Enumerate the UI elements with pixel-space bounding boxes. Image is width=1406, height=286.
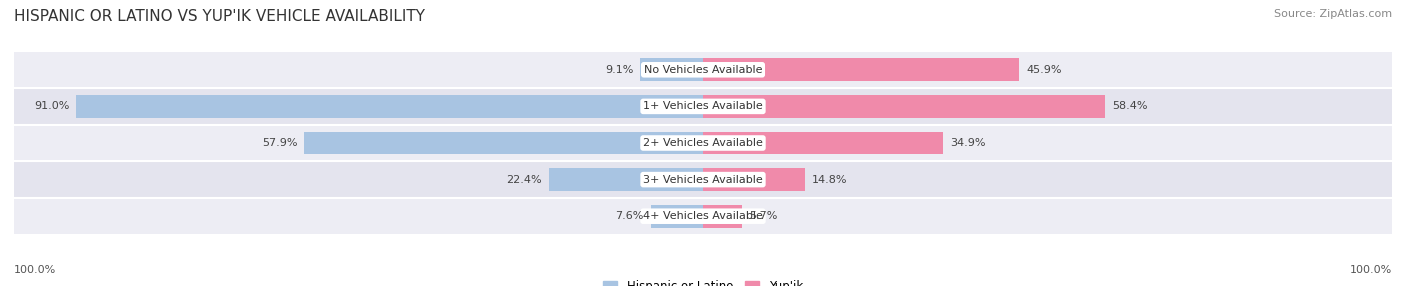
Text: 45.9%: 45.9%	[1026, 65, 1062, 75]
Bar	[14, 161, 1392, 198]
Text: 58.4%: 58.4%	[1112, 102, 1147, 111]
Bar	[703, 132, 943, 154]
Text: 3+ Vehicles Available: 3+ Vehicles Available	[643, 175, 763, 184]
Bar	[548, 168, 703, 191]
Text: 4+ Vehicles Available: 4+ Vehicles Available	[643, 211, 763, 221]
Text: No Vehicles Available: No Vehicles Available	[644, 65, 762, 75]
Bar	[14, 88, 1392, 125]
Text: Source: ZipAtlas.com: Source: ZipAtlas.com	[1274, 9, 1392, 19]
Text: 57.9%: 57.9%	[262, 138, 297, 148]
Text: HISPANIC OR LATINO VS YUP'IK VEHICLE AVAILABILITY: HISPANIC OR LATINO VS YUP'IK VEHICLE AVA…	[14, 9, 425, 23]
Text: 9.1%: 9.1%	[605, 65, 634, 75]
Bar	[14, 125, 1392, 161]
Bar	[703, 168, 806, 191]
Text: 5.7%: 5.7%	[749, 211, 778, 221]
Bar	[651, 205, 703, 228]
Text: 34.9%: 34.9%	[950, 138, 986, 148]
Bar	[703, 95, 1105, 118]
Text: 91.0%: 91.0%	[34, 102, 69, 111]
Text: 100.0%: 100.0%	[14, 265, 56, 275]
Bar	[304, 132, 703, 154]
Legend: Hispanic or Latino, Yup'ik: Hispanic or Latino, Yup'ik	[599, 276, 807, 286]
Text: 7.6%: 7.6%	[616, 211, 644, 221]
Text: 1+ Vehicles Available: 1+ Vehicles Available	[643, 102, 763, 111]
Bar	[14, 198, 1392, 235]
Text: 22.4%: 22.4%	[506, 175, 541, 184]
Bar	[703, 58, 1019, 81]
Text: 14.8%: 14.8%	[811, 175, 848, 184]
Bar	[14, 51, 1392, 88]
Text: 100.0%: 100.0%	[1350, 265, 1392, 275]
Text: 2+ Vehicles Available: 2+ Vehicles Available	[643, 138, 763, 148]
Bar	[76, 95, 703, 118]
Bar	[703, 205, 742, 228]
Bar	[640, 58, 703, 81]
